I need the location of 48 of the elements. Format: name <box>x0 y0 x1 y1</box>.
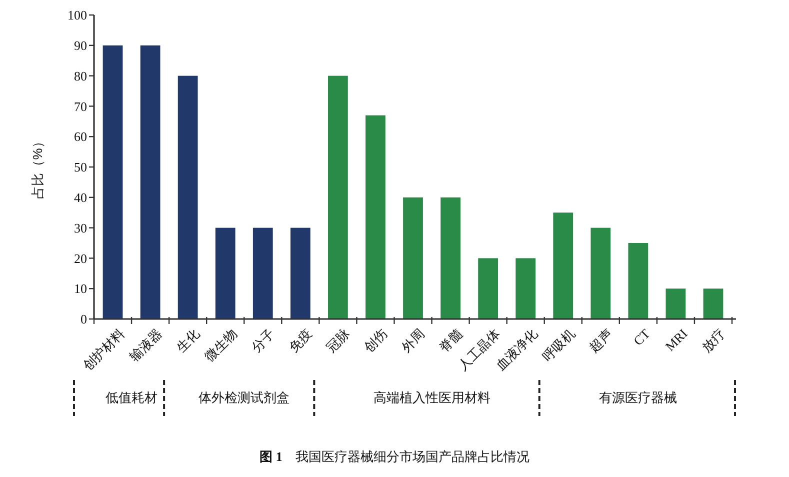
x-tick-label: 生化 <box>173 326 202 355</box>
bar <box>628 243 648 319</box>
x-tick-label: 超声 <box>586 326 616 355</box>
y-tick-label: 30 <box>74 220 87 236</box>
bar <box>516 258 536 319</box>
x-tick-label: 分子 <box>248 326 278 355</box>
bar <box>440 197 460 319</box>
y-tick-label: 90 <box>74 38 87 53</box>
bar <box>553 212 574 319</box>
x-tick-label: 输液器 <box>126 326 165 364</box>
y-tick-label: 20 <box>74 250 87 266</box>
bar <box>478 258 498 319</box>
bar <box>403 197 423 319</box>
y-tick-label: 80 <box>74 68 87 84</box>
bar <box>178 76 198 319</box>
bar <box>140 45 160 319</box>
y-tick-label: 10 <box>74 281 87 296</box>
bar <box>703 288 724 319</box>
x-tick-label: 脊髓 <box>436 326 466 355</box>
bar <box>366 115 386 319</box>
text: 图 1 我国医疗器械细分市场国产品牌占比情况 <box>260 449 530 464</box>
text: 低值耗材 <box>106 390 158 405</box>
x-tick-label: 创伤 <box>361 326 390 355</box>
y-tick-label: 0 <box>80 312 87 327</box>
x-tick-label: 外周 <box>398 326 428 355</box>
bar <box>252 228 273 319</box>
x-tick-label: 免疫 <box>286 326 315 355</box>
bar <box>590 228 611 319</box>
bar <box>328 76 348 319</box>
text: 有源医疗器械 <box>599 390 678 405</box>
text: 体外检测试剂盒 <box>198 390 290 405</box>
y-tick-label: 60 <box>74 129 87 144</box>
x-tick-label: 冠脉 <box>324 326 352 355</box>
x-tick-label: 放疗 <box>698 326 728 355</box>
text: 高端植入性医用材料 <box>373 390 490 405</box>
bar <box>290 228 310 319</box>
y-tick-label: 100 <box>68 8 87 23</box>
bar <box>102 45 123 319</box>
bar <box>666 288 686 319</box>
y-tick-label: 70 <box>74 98 87 114</box>
bar <box>215 228 236 319</box>
y-axis-title: 占比（%） <box>30 135 45 199</box>
x-tick-label: 创护材料 <box>80 326 128 374</box>
x-tick-label: CT <box>630 326 653 348</box>
x-tick-label: 微生物 <box>202 326 240 364</box>
y-tick-label: 50 <box>74 160 87 175</box>
y-tick-label: 40 <box>74 190 87 205</box>
x-tick-label: 呼吸机 <box>539 326 578 364</box>
